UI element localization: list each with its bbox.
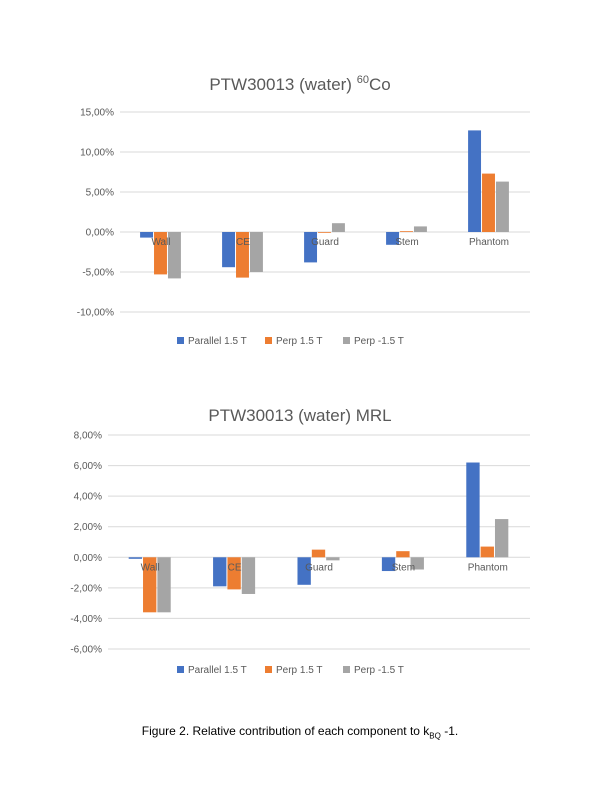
chart-60co-bar xyxy=(482,173,495,232)
chart-mrl-y-tick-label: 4,00% xyxy=(74,492,102,503)
chart-mrl-category-label: Stem xyxy=(392,562,415,573)
chart-60co-legend-label: Perp 1.5 T xyxy=(276,336,323,347)
chart-mrl-bar xyxy=(227,557,241,590)
chart-mrl-y-tick-label: 6,00% xyxy=(74,461,102,472)
chart-60co-legend-swatch xyxy=(343,337,350,344)
chart-mrl-bar xyxy=(213,557,227,587)
chart-mrl-category-label: CE xyxy=(228,562,242,573)
chart-mrl: PTW30013 (water) MRL 8,00% 6,00% 4,00% 2,00%… xyxy=(0,395,600,695)
chart-60co-category-label: Stem xyxy=(395,237,418,248)
chart-mrl-category-label: Guard xyxy=(305,562,333,573)
chart-mrl-bar xyxy=(326,557,340,561)
chart-60co-bar xyxy=(236,232,249,278)
chart-60co-y-tick-label: 5,00% xyxy=(86,188,114,199)
chart-60co-y-tick-label: -5,00% xyxy=(82,268,114,279)
chart-mrl-y-tick-label: -6,00% xyxy=(70,645,102,656)
chart-mrl-bar xyxy=(381,557,396,572)
chart-mrl-bar xyxy=(480,546,494,558)
chart-60co-bar xyxy=(495,181,509,232)
chart-60co-bar xyxy=(249,232,263,272)
chart-60co-legend-swatch xyxy=(265,337,272,344)
caption-suffix: -1. xyxy=(440,724,459,738)
chart-mrl-bar xyxy=(143,557,157,613)
chart-60co-bar xyxy=(318,232,331,233)
chart-60co-y-tick-label: 15,00% xyxy=(80,108,114,119)
chart-60co-bar xyxy=(222,232,236,268)
chart-60co-title: PTW30013 (water) 60Co xyxy=(209,74,390,94)
chart-60co-legend-swatch xyxy=(177,337,184,344)
chart-60co-svg: PTW30013 (water) 60Co 15,00% 10,00% 5,00% 0,… xyxy=(77,74,530,347)
chart-60co-category-label: Guard xyxy=(311,237,339,248)
chart-mrl-bar xyxy=(157,557,171,613)
chart-mrl-svg: PTW30013 (water) MRL 8,00% 6,00% 4,00% 2,00%… xyxy=(70,406,530,676)
chart-mrl-category-label: Wall xyxy=(141,562,160,573)
chart-mrl-bar xyxy=(494,519,509,558)
chart-60co-y-tick-label: -10,00% xyxy=(77,308,114,319)
chart-60co-bar xyxy=(468,130,482,232)
chart-60co-bar xyxy=(167,232,181,279)
chart-mrl-y-tick-label: -4,00% xyxy=(70,614,102,625)
chart-mrl-y-tick-label: 2,00% xyxy=(74,522,102,533)
chart-mrl-bar xyxy=(297,557,311,585)
chart-60co-bar xyxy=(154,232,167,275)
chart-mrl-y-tick-label: 0,00% xyxy=(74,553,102,564)
chart-60co-legend-label: Perp -1.5 T xyxy=(354,336,404,347)
chart-60co: PTW30013 (water) 60Co 15,00% 10,00% 5,00% 0,… xyxy=(0,62,600,362)
chart-mrl-legend-label: Parallel 1.5 T xyxy=(188,665,247,676)
chart-mrl-legend-swatch xyxy=(265,666,272,673)
chart-mrl-y-tick-label: 8,00% xyxy=(74,431,102,442)
chart-60co-bar xyxy=(304,232,318,263)
chart-60co-category-label: Phantom xyxy=(469,237,509,248)
chart-mrl-bar xyxy=(241,557,256,594)
chart-60co-y-tick-label: 0,00% xyxy=(86,228,114,239)
chart-mrl-bar xyxy=(466,462,480,558)
chart-mrl-legend-swatch xyxy=(343,666,350,673)
caption-text: Figure 2. Relative contribution of each … xyxy=(141,724,430,738)
chart-mrl-legend-swatch xyxy=(177,666,184,673)
chart-60co-legend-label: Parallel 1.5 T xyxy=(188,336,247,347)
chart-mrl-legend-label: Perp -1.5 T xyxy=(354,665,404,676)
chart-60co-category-label: CE xyxy=(236,237,250,248)
chart-mrl-category-label: Phantom xyxy=(468,562,508,573)
chart-60co-bar xyxy=(331,223,345,232)
chart-mrl-bar xyxy=(128,557,143,559)
chart-mrl-bar xyxy=(311,549,326,558)
chart-60co-category-label: Wall xyxy=(151,237,170,248)
chart-mrl-title: PTW30013 (water) MRL xyxy=(208,406,391,425)
figure-caption: Figure 2. Relative contribution of each … xyxy=(0,724,600,740)
chart-60co-y-tick-label: 10,00% xyxy=(80,148,114,159)
chart-60co-bar xyxy=(386,232,400,245)
chart-60co-bar xyxy=(140,232,154,238)
caption-subscript: BQ xyxy=(429,731,441,741)
chart-mrl-bar xyxy=(410,557,424,570)
chart-60co-bar xyxy=(413,226,427,232)
chart-60co-bar xyxy=(400,231,413,232)
chart-mrl-bar xyxy=(396,551,410,558)
chart-mrl-y-tick-label: -2,00% xyxy=(70,583,102,594)
chart-mrl-legend-label: Perp 1.5 T xyxy=(276,665,323,676)
